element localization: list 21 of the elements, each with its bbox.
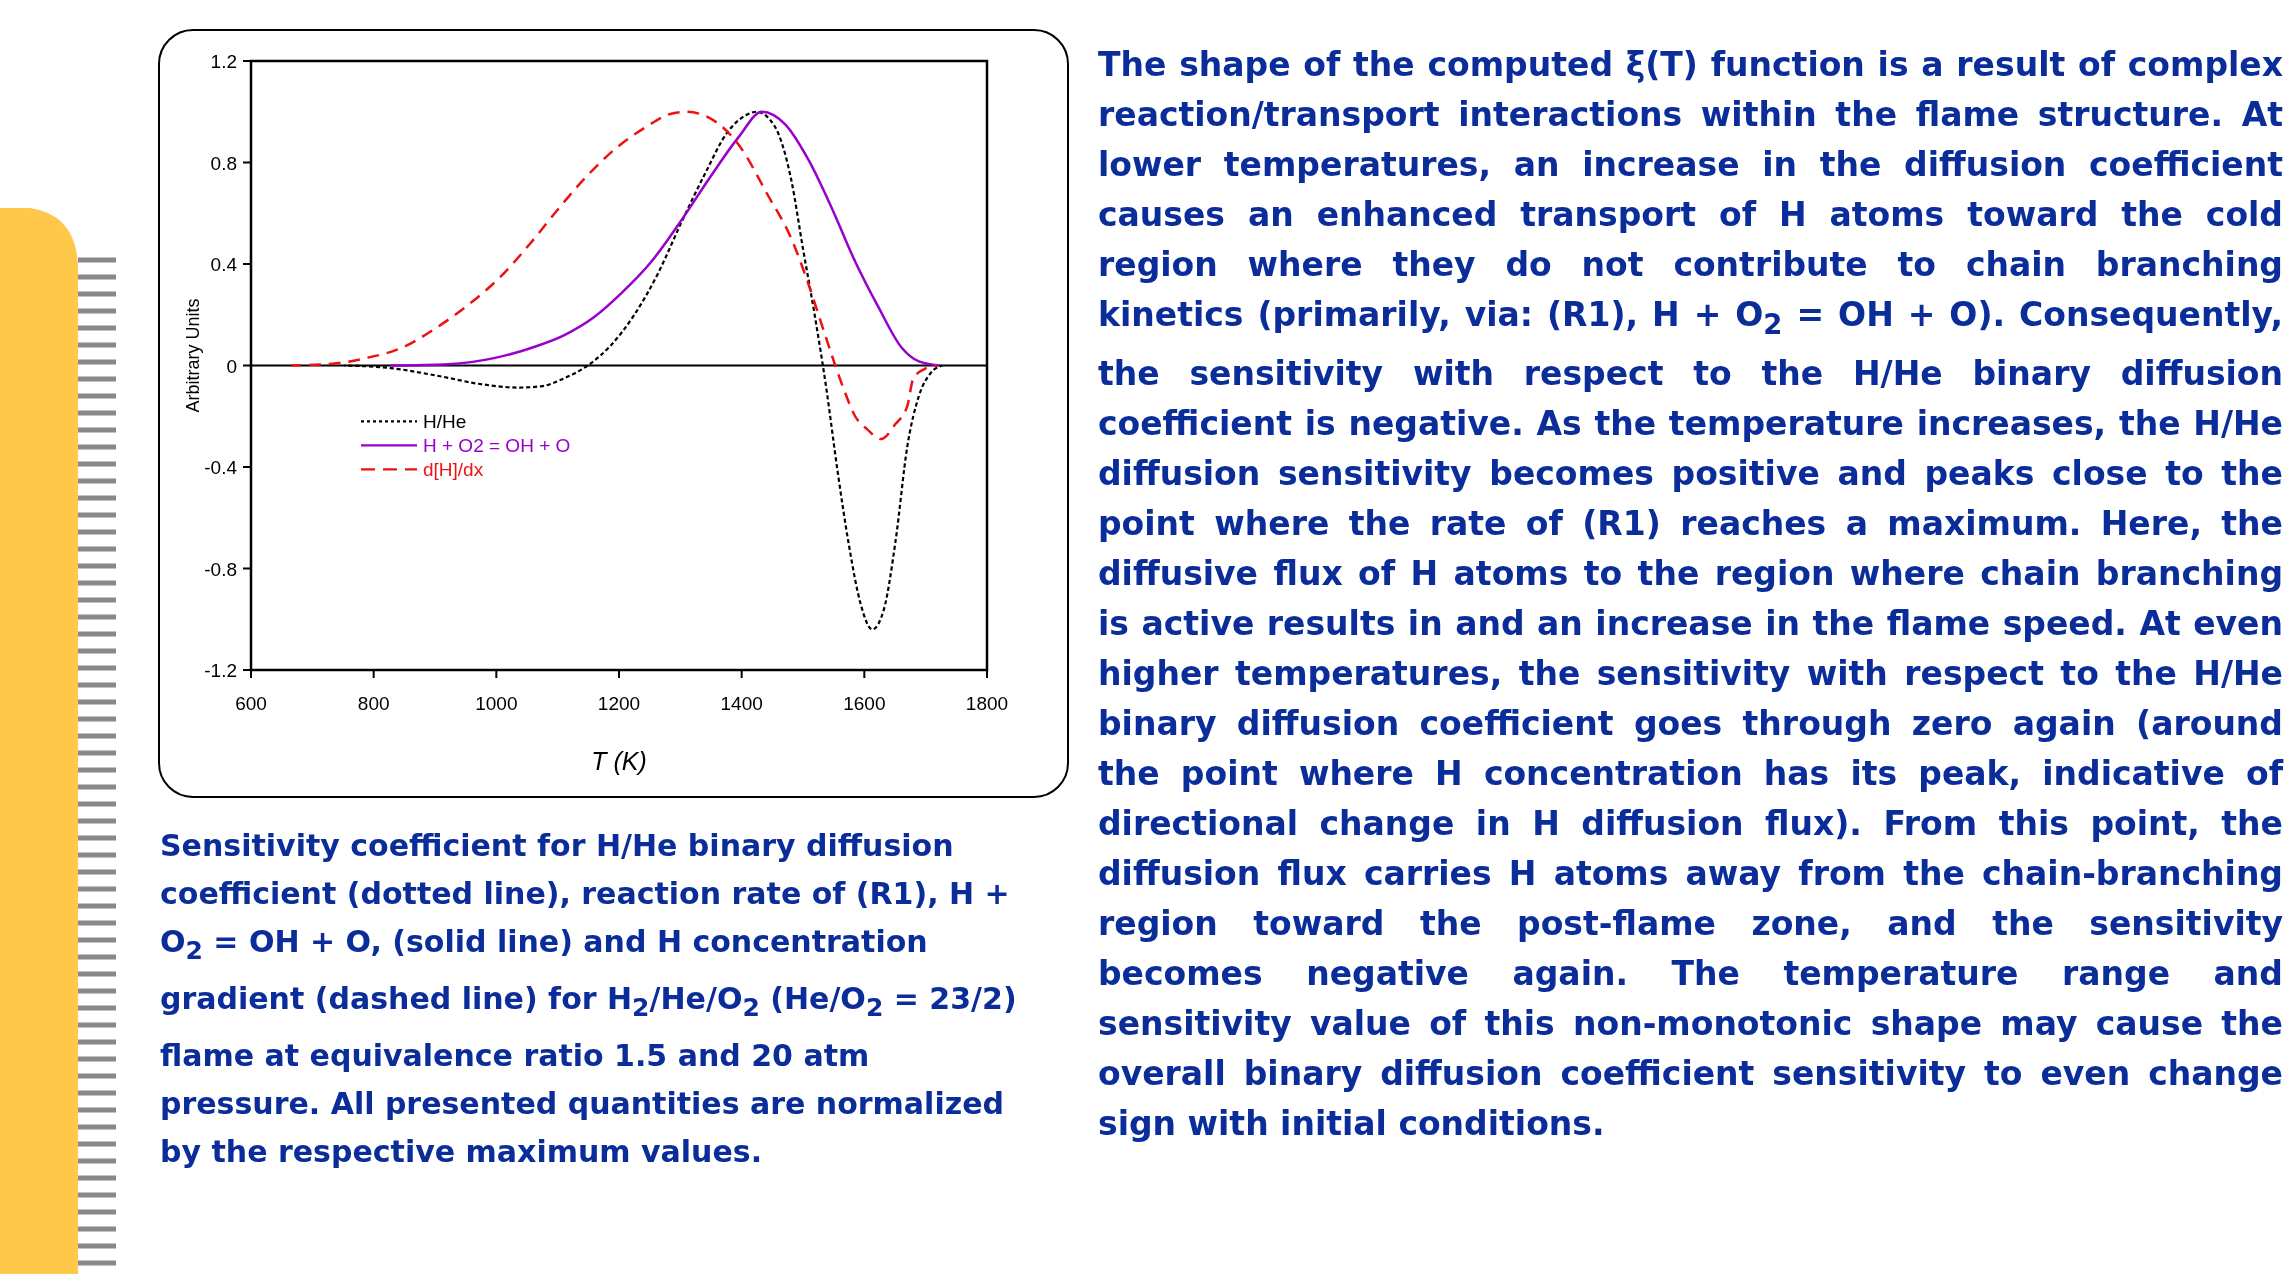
x-tick-label: 600: [235, 693, 267, 714]
legend-label: H + O2 = OH + O: [423, 435, 571, 457]
y-tick-label: -1.2: [204, 660, 237, 681]
y-tick-label: 0.4: [210, 254, 238, 275]
legend-label: d[H]/dx: [423, 459, 484, 481]
text: The shape of the computed ξ(T) function is a result of complex reaction/transport interactions within the flame structure. At lower temperatures, an increase in the diffusion coefficient causes an enhanced transport of H atoms toward the cold region where they do not contribute to chain branching kinetics (primarily, via: (R1), H + O$_{2}$ = OH + O). Consequently, the sensitivity with respect to the H/He binary diffusion coefficient is negative. As the temperature increases, the H/He diffusion sensitivity becomes positive and peaks close to the point where the rate of (R1) reaches a maximum. Here, the diffusive flux of H atoms to the region where chain branching is active results in and an increase in the flame speed. At even higher temperatures, the sensitivity with respect to the H/He binary diffusion coefficient goes through zero again (around the point where H concentration has its peak, indicative of directional change in H diffusion flux). From this point, the diffusion flux carries H atoms away from the chain-branching region toward the post-flame zone, and the sensitivity becomes negative again. The temperature range and sensitivity value of this non-monotonic shape may cause the overall binary diffusion coefficient sensitivity to even change sign with initial conditions.: [1098, 45, 2283, 1143]
text: Sensitivity coefficient for H/He binary diffusion coefficient (dotted line), reaction rate of (R1), H + O$_{2}$ = OH + O, (solid line) and H concentration gradient (dashed line) for H$_{2}$/He/O$_{2}$ (He/O$_{2}$ = 23/2) flame at equivalence ratio 1.5 and 20 atm pressure. All presented quantities are normalized by the respective maximum values.: [160, 828, 1017, 1169]
y-axis-title: Arbitrary Units: [183, 298, 203, 413]
y-tick-label: 0.8: [210, 152, 237, 174]
y-tick-label: 1.2: [210, 51, 237, 72]
x-tick-label: 1800: [965, 693, 1009, 714]
x-axis-title: T (K): [591, 747, 647, 775]
y-tick-label: -0.4: [204, 457, 238, 478]
x-tick-label: 1200: [597, 693, 641, 714]
x-tick-label: 1600: [843, 693, 886, 714]
y-tick-label: 0: [226, 355, 237, 377]
y-tick-label: -0.8: [204, 558, 237, 580]
x-tick-label: 1400: [720, 693, 763, 714]
x-tick-label: 800: [357, 693, 390, 714]
legend-label: H/He: [423, 411, 467, 433]
x-tick-label: 1000: [475, 693, 518, 714]
